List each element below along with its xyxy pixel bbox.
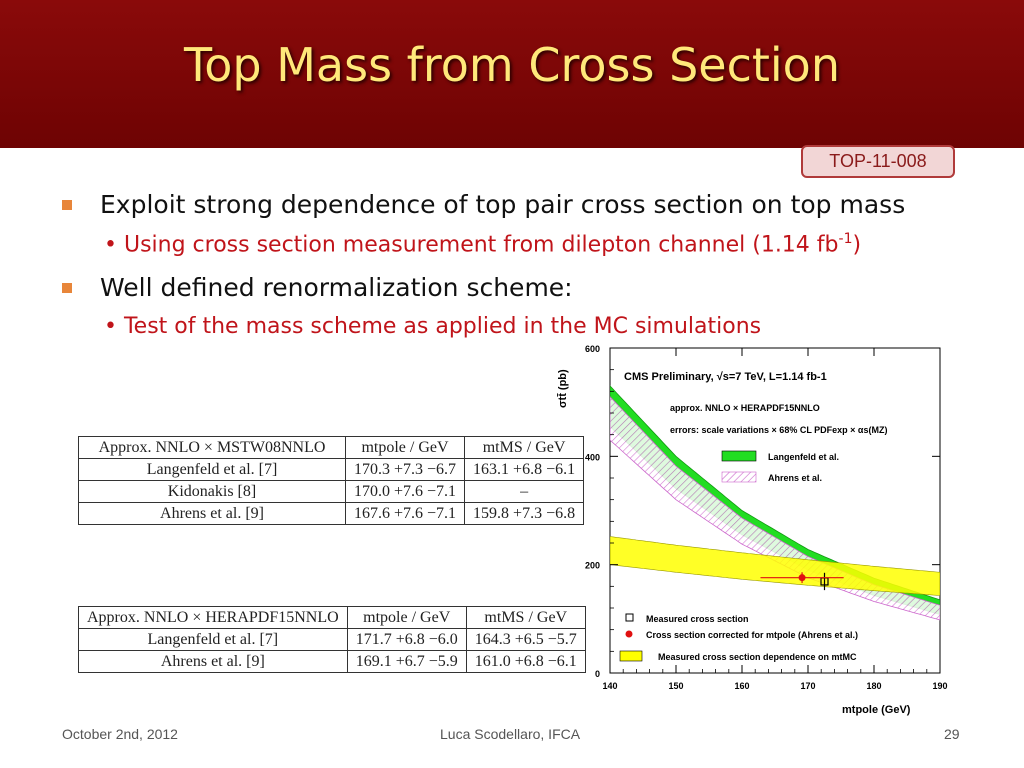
table-cell: 161.0 +6.8 −6.1 — [465, 650, 586, 673]
table-cell: 170.0 +7.6 −7.1 — [344, 480, 466, 503]
table-header-cell: mtMS / GeV — [464, 436, 585, 459]
points-group — [760, 572, 844, 591]
x-tick-label: 170 — [800, 681, 815, 691]
footer-page-number: 29 — [944, 726, 960, 742]
table-header-row: Approx. NNLO × MSTW08NNLO mtpole / GeV m… — [78, 436, 585, 459]
bands-group — [610, 385, 940, 621]
table-cell: 164.3 +6.5 −5.7 — [465, 628, 586, 651]
x-axis-label: mtpole (GeV) — [842, 704, 911, 716]
table-row: Ahrens et al. [9] 169.1 +6.7 −5.9 161.0 … — [78, 650, 586, 673]
legend-marker-open-square — [625, 613, 634, 622]
table-row: Ahrens et al. [9] 167.6 +7.6 −7.1 159.8 … — [78, 502, 585, 525]
table-cell: Langenfeld et al. [7] — [78, 628, 348, 651]
axes-group: 140 150 160 170 180 190 0 200 400 600 — [585, 344, 948, 691]
results-table-herapdf: Approx. NNLO × HERAPDF15NNLO mtpole / Ge… — [78, 606, 586, 673]
title-bar — [0, 0, 1024, 148]
y-tick-label: 400 — [585, 452, 600, 462]
reference-badge: TOP-11-008 — [801, 145, 955, 178]
table-header-cell: Approx. NNLO × HERAPDF15NNLO — [78, 606, 348, 629]
table-cell: Ahrens et al. [9] — [78, 650, 348, 673]
bullet-1-sub-sup: -1 — [838, 231, 853, 247]
bullet-1-sub-end: ) — [852, 232, 862, 258]
cross-section-chart: 140 150 160 170 180 190 0 200 400 600 CMS Prelimi… — [557, 344, 948, 716]
table-cell: Kidonakis [8] — [78, 480, 346, 503]
chart-title: CMS Preliminary, √s=7 TeV, L=1.14 fb-1 — [624, 371, 827, 383]
x-tick-label: 180 — [866, 681, 881, 691]
table-row: Langenfeld et al. [7] 170.3 +7.3 −6.7 16… — [78, 458, 585, 481]
legend-label-ahrens: Ahrens et al. — [768, 473, 822, 483]
y-axis-label: σtt̄ (pb) — [557, 369, 569, 408]
y-tick-label: 200 — [585, 561, 600, 571]
x-tick-label: 150 — [668, 681, 683, 691]
table-cell: 169.1 +6.7 −5.9 — [346, 650, 467, 673]
bullet-1-text: Exploit strong dependence of top pair cr… — [100, 190, 906, 219]
bullet-2-subtext: • Test of the mass scheme as applied in … — [104, 314, 762, 339]
table-cell: 159.8 +7.3 −6.8 — [464, 502, 585, 525]
table-cell: Ahrens et al. [9] — [78, 502, 346, 525]
table-header-cell: mtpole / GeV — [346, 606, 467, 629]
results-table-mstw: Approx. NNLO × MSTW08NNLO mtpole / GeV m… — [78, 436, 585, 525]
corrected-point — [798, 574, 806, 582]
table-row: Kidonakis [8] 170.0 +7.6 −7.1 – — [78, 480, 585, 503]
slide-title: Top Mass from Cross Section — [184, 38, 840, 92]
legend-swatch-ahrens — [721, 471, 757, 483]
footer-author: Luca Scodellaro, IFCA — [440, 726, 581, 742]
x-tick-label: 140 — [602, 681, 617, 691]
bullet-marker — [62, 200, 72, 210]
table-header-cell: Approx. NNLO × MSTW08NNLO — [78, 436, 346, 459]
table-cell: 167.6 +7.6 −7.1 — [344, 502, 466, 525]
y-tick-label: 0 — [595, 669, 600, 679]
table-cell: 171.7 +6.8 −6.0 — [346, 628, 467, 651]
band-ahrens — [610, 396, 940, 621]
legend-label-measured: Measured cross section — [646, 614, 749, 624]
bullet-2-text: Well defined renormalization scheme: — [100, 273, 573, 302]
legend-label-corrected: Cross section corrected for mtpole (Ahre… — [646, 630, 858, 640]
legend-label-langenfeld: Langenfeld et al. — [768, 452, 839, 462]
table-cell: Langenfeld et al. [7] — [78, 458, 346, 481]
chart-info-2: errors: scale variations × 68% CL PDFexp… — [670, 425, 887, 435]
table-header-row: Approx. NNLO × HERAPDF15NNLO mtpole / Ge… — [78, 606, 586, 629]
bullet-1-subtext: • Using cross section measurement from d… — [104, 231, 861, 257]
legend-marker-red-dot — [625, 630, 633, 638]
x-tick-label: 190 — [932, 681, 947, 691]
table-header-cell: mtpole / GeV — [344, 436, 466, 459]
bullet-1-sub-main: • Using cross section measurement from d… — [104, 232, 839, 258]
legend-label-dependence: Measured cross section dependence on mtM… — [658, 652, 857, 662]
table-row: Langenfeld et al. [7] 171.7 +6.8 −6.0 16… — [78, 628, 586, 651]
legend-swatch-yellow — [619, 650, 643, 662]
table-cell: 170.3 +7.3 −6.7 — [344, 458, 466, 481]
y-tick-label: 600 — [585, 344, 600, 354]
plot-frame — [609, 347, 941, 674]
band-measured-dependence — [610, 536, 940, 596]
x-tick-label: 160 — [734, 681, 749, 691]
chart-info-1: approx. NNLO × HERAPDF15NNLO — [670, 403, 820, 413]
bullet-marker — [62, 283, 72, 293]
footer-date: October 2nd, 2012 — [62, 726, 178, 742]
legend-swatch-langenfeld — [721, 450, 757, 462]
